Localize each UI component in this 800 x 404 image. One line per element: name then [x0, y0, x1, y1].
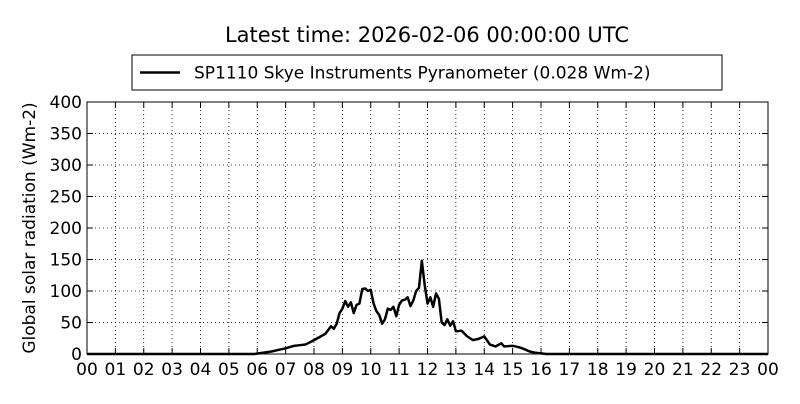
y-axis-label: Global solar radiation (Wm-2)	[20, 102, 40, 353]
x-tick-label: 02	[133, 360, 155, 380]
x-tick-label: 09	[332, 360, 354, 380]
legend-label: SP1110 Skye Instruments Pyranometer (0.0…	[194, 64, 651, 84]
x-tick-label: 00	[757, 360, 779, 380]
x-tick-label: 13	[445, 360, 467, 380]
x-tick-label: 06	[246, 360, 268, 380]
y-tick-label: 50	[60, 314, 82, 334]
x-tick-label: 21	[672, 360, 694, 380]
data-line	[87, 259, 768, 356]
x-tick-label: 07	[275, 360, 297, 380]
y-tick-label: 150	[50, 251, 82, 271]
x-tick-label: 22	[700, 360, 722, 380]
x-tick-label: 17	[559, 360, 581, 380]
x-tick-label: 11	[388, 360, 410, 380]
y-tick-label: 250	[50, 188, 82, 208]
x-tick-label: 04	[190, 360, 212, 380]
x-tick-label: 03	[161, 360, 183, 380]
x-tick-label: 16	[530, 360, 552, 380]
y-tick-label: 350	[50, 125, 82, 145]
x-tick-label: 00	[76, 360, 98, 380]
y-tick-label: 0	[71, 345, 82, 365]
x-tick-label: 08	[303, 360, 325, 380]
x-tick-label: 18	[587, 360, 609, 380]
x-tick-label: 05	[218, 360, 240, 380]
x-tick-label: 14	[473, 360, 495, 380]
x-tick-label: 19	[615, 360, 637, 380]
y-tick-label: 300	[50, 156, 82, 176]
y-tick-label: 100	[50, 282, 82, 302]
chart-title: Latest time: 2026-02-06 00:00:00 UTC	[225, 23, 629, 47]
x-tick-label: 15	[502, 360, 524, 380]
x-tick-label: 20	[644, 360, 666, 380]
x-tick-label: 01	[105, 360, 127, 380]
y-tick-label: 200	[50, 219, 82, 239]
plot-frame	[86, 101, 769, 355]
legend-box	[131, 54, 723, 91]
y-tick-label: 400	[50, 93, 82, 113]
x-tick-label: 23	[729, 360, 751, 380]
x-tick-label: 12	[417, 360, 439, 380]
x-tick-label: 10	[360, 360, 382, 380]
